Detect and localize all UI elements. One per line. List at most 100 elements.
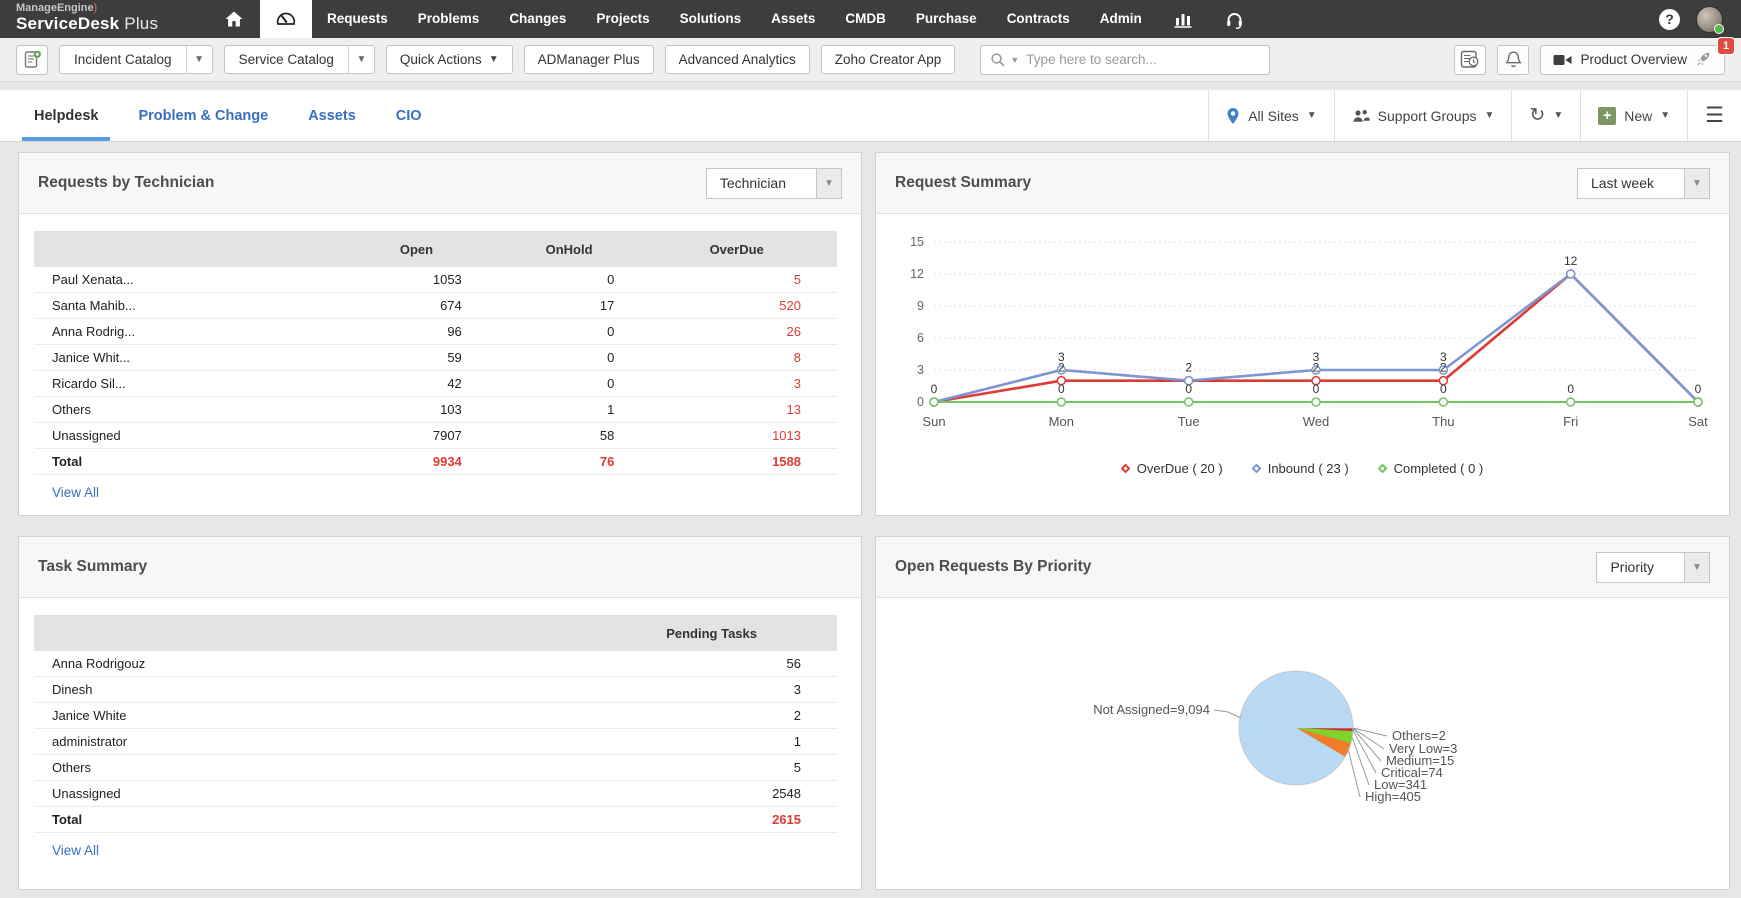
technician-name: Others	[52, 402, 92, 417]
incident-catalog-dropdown[interactable]: Incident Catalog ▼	[59, 45, 213, 74]
requests-view-all-link[interactable]: View All	[52, 485, 100, 500]
home-icon[interactable]	[208, 0, 260, 38]
pie-leader-line	[1352, 727, 1388, 737]
table-row: Anna Rodrigouz 56	[34, 651, 837, 677]
nav-item-solutions[interactable]: Solutions	[679, 11, 742, 26]
all-sites-dropdown[interactable]: All Sites ▼	[1208, 90, 1333, 141]
nav-item-problems[interactable]: Problems	[417, 11, 480, 26]
period-filter-dropdown[interactable]: Last week ▼	[1576, 167, 1710, 199]
tab-helpdesk[interactable]: Helpdesk	[18, 90, 114, 141]
data-label: 3	[1058, 350, 1065, 364]
pending-count: 2	[793, 708, 801, 723]
quick-create-icon[interactable]	[16, 44, 48, 75]
notification-count-badge: 1	[1718, 37, 1734, 54]
admanager-plus-button[interactable]: ADManager Plus	[523, 45, 654, 74]
panel-title: Request Summary	[895, 174, 1032, 191]
x-tick-label: Thu	[1432, 414, 1454, 429]
user-avatar[interactable]	[1696, 5, 1724, 34]
nav-item-contracts[interactable]: Contracts	[1006, 11, 1070, 26]
tasks-view-all-link[interactable]: View All	[52, 843, 100, 858]
legend-item-completed[interactable]: Completed ( 0 )	[1377, 461, 1483, 476]
request-summary-header: Request Summary Last week ▼	[876, 153, 1729, 214]
quick-actions-button[interactable]: Quick Actions ▼	[385, 45, 513, 74]
nav-item-requests[interactable]: Requests	[327, 11, 388, 26]
search-input[interactable]	[1026, 52, 1261, 67]
dashboard-icon[interactable]	[260, 0, 312, 38]
request-summary-chart: 0 3 6 9 12 15 Sun Mon Tue Wed Thu Fri Sat 0 2 2 2 2 12 0 3 3 3…	[876, 214, 1729, 476]
pie-label-others: Others=2	[1392, 728, 1446, 743]
data-label: 0	[1185, 382, 1192, 396]
incident-catalog-label: Incident Catalog	[74, 52, 172, 67]
data-label: 2	[1440, 361, 1447, 375]
y-tick-label: 3	[917, 363, 924, 377]
nav-item-admin[interactable]: Admin	[1099, 11, 1142, 26]
x-tick-label: Fri	[1563, 414, 1578, 429]
nav-item-assets[interactable]: Assets	[771, 11, 816, 26]
owner-name: Total	[52, 812, 83, 827]
open-requests-by-priority-panel: Open Requests By Priority Priority ▼ Not…	[875, 536, 1730, 890]
nav-item-changes[interactable]: Changes	[509, 11, 567, 26]
data-point-inbound	[1438, 365, 1449, 375]
dashboard-tab-bar: Helpdesk Problem & Change Assets CIO All Si…	[0, 90, 1741, 142]
new-dropdown[interactable]: + New ▼	[1580, 90, 1687, 141]
scheduled-tasks-icon[interactable]	[1454, 44, 1487, 75]
nav-item-projects[interactable]: Projects	[596, 11, 650, 26]
product-overview-button[interactable]: Product Overview	[1540, 44, 1725, 75]
global-search[interactable]: ▼	[980, 44, 1271, 75]
pie-outline	[1238, 670, 1354, 786]
table-row: Unassigned 7907 58 1013	[34, 423, 837, 449]
table-row: Ricardo Sil... 42 0 3	[34, 371, 837, 397]
priority-filter-dropdown[interactable]: Priority ▼	[1596, 551, 1710, 583]
pending-count: 3	[793, 682, 801, 697]
onhold-count: 1	[607, 402, 615, 417]
onhold-count: 17	[599, 298, 615, 313]
panel-title: Open Requests By Priority	[895, 558, 1092, 575]
pending-count: 56	[786, 656, 801, 671]
filter-value: Last week	[1590, 175, 1654, 191]
pending-count: 2615	[772, 812, 801, 827]
legend-label: Inbound ( 23 )	[1267, 461, 1349, 476]
refresh-dropdown[interactable]: ↻ ▼	[1511, 90, 1580, 141]
tab-problem-change[interactable]: Problem & Change	[138, 107, 269, 124]
request-summary-legend: OverDue ( 20 ) Inbound ( 23 ) Completed ( …	[876, 461, 1729, 476]
technician-filter-dropdown[interactable]: Technician ▼	[705, 167, 842, 199]
y-tick-label: 0	[917, 395, 924, 409]
chevron-down-icon: ▼	[185, 46, 212, 73]
support-groups-label: Support Groups	[1377, 107, 1477, 124]
reports-chart-icon[interactable]	[1157, 0, 1209, 38]
table-row: Santa Mahib... 674 17 520	[34, 293, 837, 319]
pie-leader-line	[1351, 737, 1370, 786]
data-label: 2	[1058, 361, 1065, 375]
headset-icon[interactable]	[1209, 0, 1261, 38]
advanced-analytics-label: Advanced Analytics	[678, 52, 796, 67]
nav-item-purchase[interactable]: Purchase	[915, 11, 977, 26]
topbar-right: ?	[1659, 0, 1741, 38]
open-count: 7907	[432, 428, 462, 443]
data-label: 12	[1564, 254, 1578, 268]
legend-item-overdue[interactable]: OverDue ( 20 )	[1120, 461, 1223, 476]
help-icon[interactable]: ?	[1659, 8, 1680, 30]
pending-count: 1	[793, 734, 801, 749]
overdue-count: 520	[779, 298, 801, 313]
legend-marker-icon	[1377, 463, 1388, 474]
x-tick-label: Sun	[922, 414, 945, 429]
chevron-down-icon: ▼	[1553, 110, 1564, 121]
data-label: 3	[1440, 350, 1447, 364]
nav-item-cmdb[interactable]: CMDB	[845, 11, 886, 26]
zoho-creator-app-button[interactable]: Zoho Creator App	[820, 45, 956, 74]
overdue-count: 1588	[772, 454, 801, 469]
tab-assets[interactable]: Assets	[308, 107, 356, 124]
brand-text: ManageEngine	[16, 2, 94, 14]
table-row: Anna Rodrig... 96 0 26	[34, 319, 837, 345]
tab-cio[interactable]: CIO	[395, 107, 422, 124]
service-catalog-dropdown[interactable]: Service Catalog ▼	[223, 45, 375, 74]
menu-toggle[interactable]: ☰	[1687, 90, 1741, 141]
data-point-completed	[1438, 397, 1449, 407]
legend-item-inbound[interactable]: Inbound ( 23 )	[1251, 461, 1349, 476]
notifications-bell-icon[interactable]	[1497, 44, 1530, 75]
tasks-table-header: Pending Tasks	[34, 615, 837, 651]
legend-marker-icon	[1120, 463, 1131, 474]
advanced-analytics-button[interactable]: Advanced Analytics	[664, 45, 810, 74]
support-groups-dropdown[interactable]: Support Groups ▼	[1333, 90, 1512, 141]
requests-table: Open OnHold OverDue Paul Xenata... 1053 0 5…	[34, 231, 837, 475]
